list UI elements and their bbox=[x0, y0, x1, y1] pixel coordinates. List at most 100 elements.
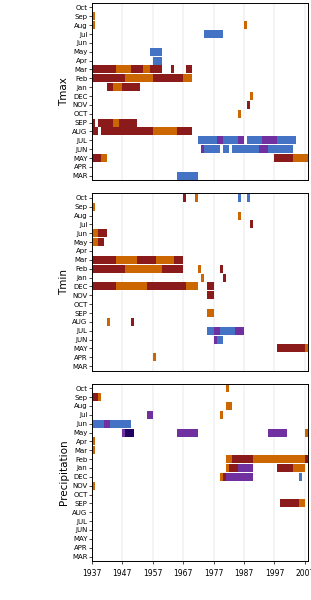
Bar bbox=[92, 283, 116, 290]
Bar bbox=[125, 428, 134, 437]
Bar bbox=[153, 353, 156, 361]
Bar bbox=[177, 172, 198, 180]
Bar bbox=[98, 393, 101, 401]
Bar bbox=[207, 309, 214, 317]
Bar bbox=[150, 65, 162, 73]
Bar bbox=[268, 145, 286, 153]
Bar bbox=[153, 74, 183, 82]
Bar bbox=[204, 30, 223, 38]
Y-axis label: Precipitation: Precipitation bbox=[59, 440, 69, 505]
Bar bbox=[131, 65, 143, 73]
Bar bbox=[201, 145, 204, 153]
Bar bbox=[244, 21, 247, 29]
Bar bbox=[122, 83, 141, 91]
Bar bbox=[143, 65, 150, 73]
Bar bbox=[247, 101, 250, 109]
Bar bbox=[177, 428, 198, 437]
Bar bbox=[125, 265, 162, 272]
Bar bbox=[223, 136, 238, 145]
Bar bbox=[277, 344, 305, 352]
Bar bbox=[183, 194, 186, 202]
Bar bbox=[235, 327, 244, 335]
Bar bbox=[162, 265, 183, 272]
Bar bbox=[101, 154, 107, 162]
Bar bbox=[171, 65, 174, 73]
Bar bbox=[92, 393, 98, 401]
Bar bbox=[116, 65, 131, 73]
Bar bbox=[274, 154, 293, 162]
Bar bbox=[119, 119, 137, 127]
Bar bbox=[223, 274, 226, 281]
Bar bbox=[98, 119, 113, 127]
Bar bbox=[131, 318, 134, 326]
Bar bbox=[116, 283, 146, 290]
Bar bbox=[305, 455, 308, 463]
Bar bbox=[238, 212, 241, 220]
Bar bbox=[305, 428, 308, 437]
Bar bbox=[92, 419, 104, 428]
Bar bbox=[207, 327, 214, 335]
Bar bbox=[293, 464, 305, 472]
Bar bbox=[232, 145, 259, 153]
Bar bbox=[238, 136, 244, 145]
Bar bbox=[174, 256, 183, 264]
Bar bbox=[195, 194, 198, 202]
Bar bbox=[238, 194, 241, 202]
Bar bbox=[220, 265, 223, 272]
Bar bbox=[198, 136, 216, 145]
Bar bbox=[153, 56, 162, 65]
Bar bbox=[299, 499, 305, 508]
Bar bbox=[107, 318, 110, 326]
Bar bbox=[293, 154, 308, 162]
Bar bbox=[250, 220, 253, 229]
Bar bbox=[299, 473, 302, 481]
Bar bbox=[98, 238, 104, 246]
Bar bbox=[183, 74, 192, 82]
Bar bbox=[238, 110, 241, 118]
Bar bbox=[207, 292, 214, 299]
Bar bbox=[92, 74, 125, 82]
Bar bbox=[92, 13, 95, 20]
Bar bbox=[207, 283, 214, 290]
Bar bbox=[250, 92, 253, 100]
Bar bbox=[186, 65, 192, 73]
Bar bbox=[262, 136, 277, 145]
Bar bbox=[214, 335, 216, 344]
Bar bbox=[220, 327, 235, 335]
Bar bbox=[116, 256, 137, 264]
Bar bbox=[101, 127, 153, 136]
Bar bbox=[223, 473, 226, 481]
Y-axis label: Tmax: Tmax bbox=[59, 77, 69, 106]
Bar bbox=[277, 136, 286, 145]
Bar bbox=[104, 419, 110, 428]
Bar bbox=[220, 411, 223, 419]
Bar bbox=[107, 83, 113, 91]
Bar bbox=[156, 256, 174, 264]
Bar bbox=[204, 145, 220, 153]
Bar bbox=[268, 428, 286, 437]
Bar bbox=[238, 464, 253, 472]
Bar bbox=[214, 327, 220, 335]
Bar bbox=[150, 48, 162, 56]
Bar bbox=[226, 384, 229, 392]
Bar bbox=[177, 127, 192, 136]
Bar bbox=[98, 229, 107, 237]
Bar bbox=[137, 256, 156, 264]
Bar bbox=[281, 499, 299, 508]
Bar bbox=[92, 21, 95, 29]
Bar bbox=[153, 127, 177, 136]
Bar bbox=[92, 437, 95, 445]
Bar bbox=[113, 119, 119, 127]
Y-axis label: Tmin: Tmin bbox=[59, 269, 69, 295]
Bar bbox=[125, 74, 153, 82]
Bar bbox=[216, 136, 223, 145]
Bar bbox=[110, 419, 131, 428]
Bar bbox=[146, 283, 186, 290]
Bar bbox=[92, 229, 98, 237]
Bar bbox=[92, 127, 98, 136]
Bar bbox=[113, 83, 122, 91]
Bar bbox=[92, 265, 125, 272]
Bar bbox=[92, 482, 95, 490]
Bar bbox=[226, 402, 232, 410]
Bar bbox=[253, 455, 305, 463]
